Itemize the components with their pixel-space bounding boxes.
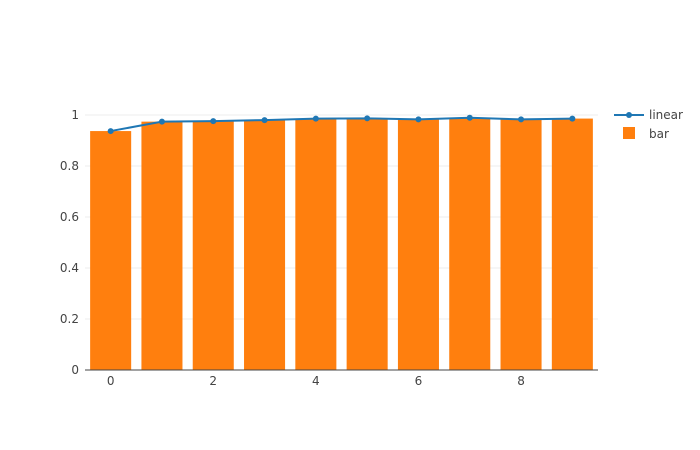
line-point bbox=[210, 118, 217, 125]
bar bbox=[551, 118, 593, 370]
bar bbox=[449, 117, 491, 371]
x-tick-label: 6 bbox=[415, 374, 423, 388]
x-tick-label: 4 bbox=[312, 374, 320, 388]
line-path bbox=[110, 116, 573, 133]
legend-bar-swatch bbox=[623, 127, 635, 139]
legend-label-linear: linear bbox=[649, 108, 683, 122]
legend-item-bar[interactable]: bar bbox=[623, 127, 669, 141]
line-point bbox=[107, 128, 114, 135]
line-point bbox=[364, 115, 371, 122]
legend-item-linear[interactable]: linear bbox=[614, 108, 683, 122]
x-tick-label: 8 bbox=[517, 374, 525, 388]
line-point bbox=[518, 116, 525, 123]
y-tick-label: 0.2 bbox=[60, 312, 79, 326]
legend[interactable]: linear bar bbox=[614, 108, 683, 141]
bar-series bbox=[90, 117, 593, 371]
bar bbox=[500, 119, 542, 371]
bar bbox=[295, 118, 337, 370]
bar bbox=[397, 119, 439, 371]
legend-label-bar: bar bbox=[649, 127, 669, 141]
y-tick-label: 1 bbox=[71, 108, 79, 122]
axes: 0 0.2 0.4 0.6 0.8 1 0 2 4 6 8 bbox=[60, 108, 598, 388]
line-point bbox=[312, 115, 319, 122]
y-tick-label: 0 bbox=[71, 363, 79, 377]
x-tick-label: 2 bbox=[209, 374, 217, 388]
y-tick-label: 0.6 bbox=[60, 210, 79, 224]
bar bbox=[90, 131, 132, 370]
line-point bbox=[261, 117, 268, 124]
bar bbox=[192, 121, 234, 371]
line-point bbox=[569, 115, 576, 122]
line-point bbox=[158, 118, 165, 125]
bar bbox=[346, 118, 388, 370]
line-point bbox=[415, 116, 422, 123]
x-tick-label: 0 bbox=[107, 374, 115, 388]
y-tick-label: 0.4 bbox=[60, 261, 79, 275]
line-point bbox=[466, 114, 473, 121]
line-series bbox=[107, 114, 576, 135]
y-tick-label: 0.8 bbox=[60, 159, 79, 173]
bar bbox=[244, 120, 286, 370]
bar bbox=[141, 121, 183, 370]
legend-marker-swatch bbox=[626, 112, 632, 118]
